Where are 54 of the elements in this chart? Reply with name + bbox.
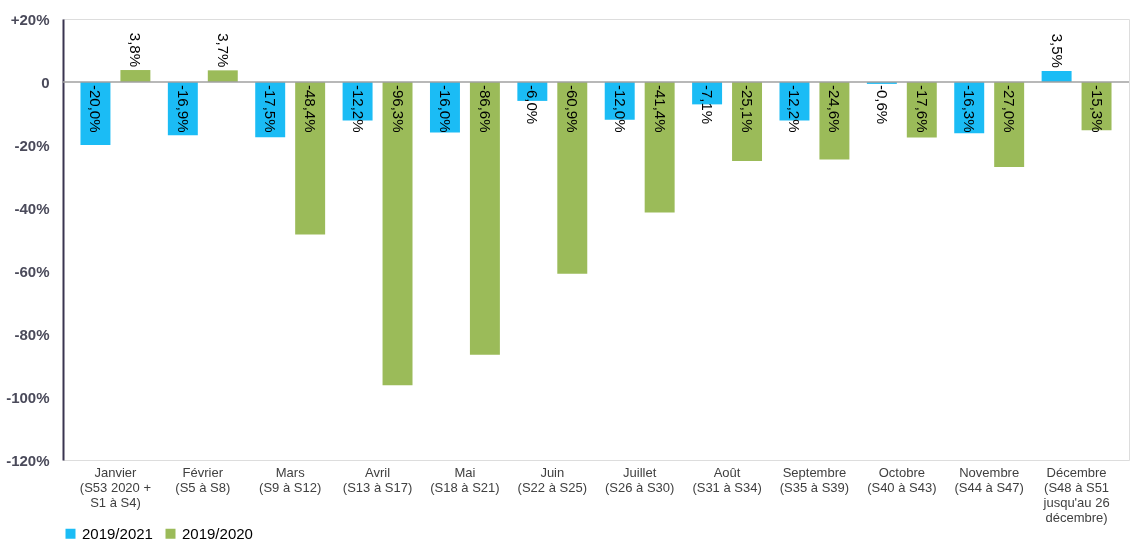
- x-tick-label: Novembre (S44 à S47): [954, 464, 1024, 495]
- data-label: -20,0%: [87, 85, 105, 133]
- data-label: -60,9%: [564, 85, 582, 133]
- data-label: -7,1%: [699, 85, 717, 125]
- y-tick-label: -40%: [14, 199, 50, 217]
- bar: [557, 82, 588, 274]
- data-label: -96,3%: [389, 85, 407, 133]
- data-label: -0,6%: [873, 85, 891, 125]
- y-tick-label: +20%: [10, 10, 50, 28]
- y-tick-label: -120%: [6, 451, 50, 469]
- bar: [469, 82, 500, 355]
- data-label: -17,5%: [262, 85, 280, 133]
- x-tick-label: Décembre (S48 à S51 jusqu'au 26 décembre): [1042, 464, 1110, 525]
- data-label: -12,0%: [611, 85, 629, 133]
- bar: [207, 70, 238, 82]
- x-tick-label: Février (S5 à S8): [175, 464, 231, 495]
- data-label: -16,0%: [436, 85, 454, 133]
- data-label: -6,0%: [524, 85, 542, 125]
- y-tick-label: 0: [41, 73, 50, 91]
- bar: [1041, 70, 1072, 82]
- data-label: -16,3%: [961, 85, 979, 133]
- data-label: -27,0%: [1001, 85, 1019, 133]
- y-tick-label: -20%: [14, 136, 50, 154]
- legend-label: 2019/2020: [182, 524, 253, 542]
- data-label: -12,2%: [349, 85, 367, 133]
- x-tick-label: Mars (S9 à S12): [259, 464, 322, 495]
- data-label: 3,7%: [214, 33, 232, 68]
- x-tick-label: Août (S31 à S34): [692, 464, 762, 495]
- data-label: 3,8%: [127, 32, 145, 68]
- x-tick-label: Mai (S18 à S21): [430, 464, 500, 495]
- y-tick-label: -80%: [14, 325, 50, 343]
- y-tick-label: -100%: [6, 388, 50, 406]
- bar: [382, 82, 413, 386]
- data-label: -86,6%: [476, 85, 494, 133]
- bar: [120, 70, 151, 82]
- data-label: -17,6%: [913, 85, 931, 133]
- data-label: -25,1%: [739, 85, 757, 133]
- x-tick-label: Juillet (S26 à S30): [605, 464, 675, 495]
- data-label: -12,2%: [786, 85, 804, 133]
- data-label: -15,3%: [1088, 85, 1106, 133]
- data-label: -16,9%: [174, 85, 192, 133]
- y-tick-label: -60%: [14, 262, 50, 280]
- data-label: -48,4%: [302, 85, 320, 133]
- x-tick-label: Avril (S13 à S17): [342, 464, 413, 495]
- bar: [295, 82, 326, 235]
- data-label: 3,5%: [1048, 33, 1066, 68]
- x-tick-label: Juin (S22 à S25): [517, 464, 587, 495]
- bar: [644, 82, 675, 213]
- data-label: -24,6%: [826, 85, 844, 133]
- x-tick-label: Octobre (S40 à S43): [867, 464, 937, 495]
- data-label: -41,4%: [651, 85, 669, 133]
- x-tick-label: Septembre (S35 à S39): [779, 464, 850, 495]
- x-tick-label: Janvier (S53 2020 + S1 à S4): [79, 464, 152, 510]
- legend-label: 2019/2021: [82, 524, 153, 542]
